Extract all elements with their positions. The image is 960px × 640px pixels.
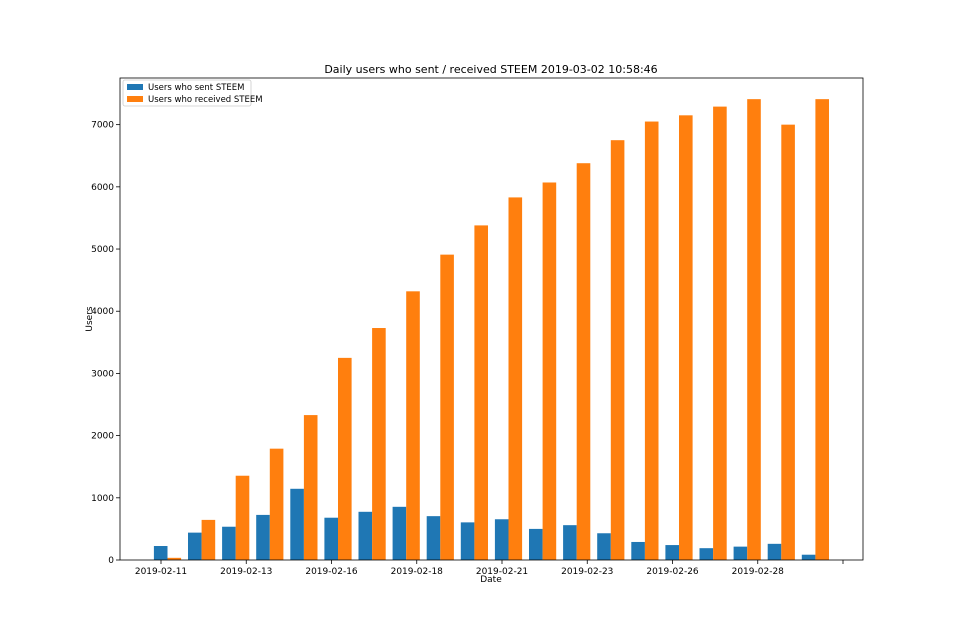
bar-received — [576, 163, 591, 560]
bar-received — [679, 115, 693, 560]
x-tick-label: 2019-02-11 — [135, 567, 187, 577]
chart-title: Daily users who sent / received STEEM 20… — [324, 63, 657, 76]
y-tick-label: 0 — [108, 556, 114, 566]
y-axis-label: Users — [85, 306, 95, 332]
bar-sent — [494, 519, 509, 560]
bar-received — [781, 124, 795, 561]
legend-frame — [122, 79, 252, 107]
y-tick-label: 4000 — [91, 307, 114, 317]
bar-received — [474, 225, 488, 560]
bar-received — [508, 197, 523, 560]
bar-sent — [426, 516, 441, 560]
y-axis: 0 1000 2000 3000 4000 5000 6000 7000 — [91, 121, 120, 566]
bar-sent — [392, 506, 407, 560]
bar-sent — [358, 511, 373, 560]
y-tick-label: 5000 — [91, 245, 114, 255]
y-tick-label: 2000 — [91, 432, 114, 442]
bar-sent — [699, 548, 714, 560]
bar-received — [338, 357, 352, 560]
bar-sent — [563, 525, 577, 560]
y-tick-label: 1000 — [91, 494, 114, 504]
bar-sent — [631, 541, 645, 560]
bar-received — [406, 291, 420, 560]
bar-sent — [460, 522, 475, 560]
bar-received — [713, 106, 727, 561]
bar-received — [610, 140, 625, 560]
bar-sent — [801, 554, 816, 560]
legend-swatch-received — [127, 96, 143, 102]
bar-received — [167, 557, 182, 560]
bar-sent — [597, 533, 611, 560]
x-axis: 2019-02-11 2019-02-13 2019-02-16 2019-02-18… — [135, 560, 844, 577]
x-tick-label: 2019-02-16 — [305, 567, 358, 577]
bar-sent — [529, 528, 543, 560]
legend-swatch-sent — [127, 84, 143, 90]
bar-received — [201, 519, 216, 560]
bar-sent — [153, 546, 168, 560]
plot-border — [119, 77, 864, 561]
bar-sent — [324, 517, 338, 560]
bar-sent — [733, 546, 748, 560]
bar-received — [644, 121, 659, 560]
y-tick-label: 6000 — [91, 183, 114, 193]
bar-sent — [256, 514, 270, 560]
bar-received — [269, 448, 284, 560]
bar-sent — [188, 532, 202, 560]
y-tick-label: 7000 — [91, 121, 114, 131]
legend-label-received: Users who received STEEM — [148, 95, 263, 105]
series-sent-bars — [153, 488, 816, 560]
x-tick-label: 2019-02-21 — [476, 567, 528, 577]
bar-sent — [290, 488, 304, 560]
x-tick-label: 2019-02-26 — [646, 567, 699, 577]
bar-received — [815, 99, 829, 561]
x-tick-label: 2019-02-23 — [561, 567, 613, 577]
x-tick-label: 2019-02-28 — [732, 567, 785, 577]
bar-received — [542, 182, 557, 561]
bar-sent — [767, 543, 782, 560]
bar-received — [235, 475, 250, 560]
bar-received — [372, 328, 386, 560]
bar-sent — [665, 545, 679, 560]
legend: Users who sent STEEM Users who received … — [122, 79, 263, 107]
x-tick-label: 2019-02-18 — [391, 567, 444, 577]
bar-received — [303, 415, 318, 560]
plot-area — [119, 77, 864, 561]
y-tick-label: 3000 — [91, 369, 114, 379]
bar-received — [440, 254, 454, 560]
series-received-bars — [167, 99, 829, 561]
x-tick-label: 2019-02-13 — [220, 567, 272, 577]
x-axis-label: Date — [480, 575, 502, 585]
legend-label-sent: Users who sent STEEM — [148, 83, 245, 93]
bar-sent — [222, 526, 236, 560]
bar-received — [747, 99, 761, 561]
